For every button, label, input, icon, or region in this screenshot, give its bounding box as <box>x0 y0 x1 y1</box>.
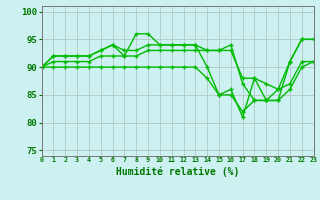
X-axis label: Humidité relative (%): Humidité relative (%) <box>116 166 239 177</box>
